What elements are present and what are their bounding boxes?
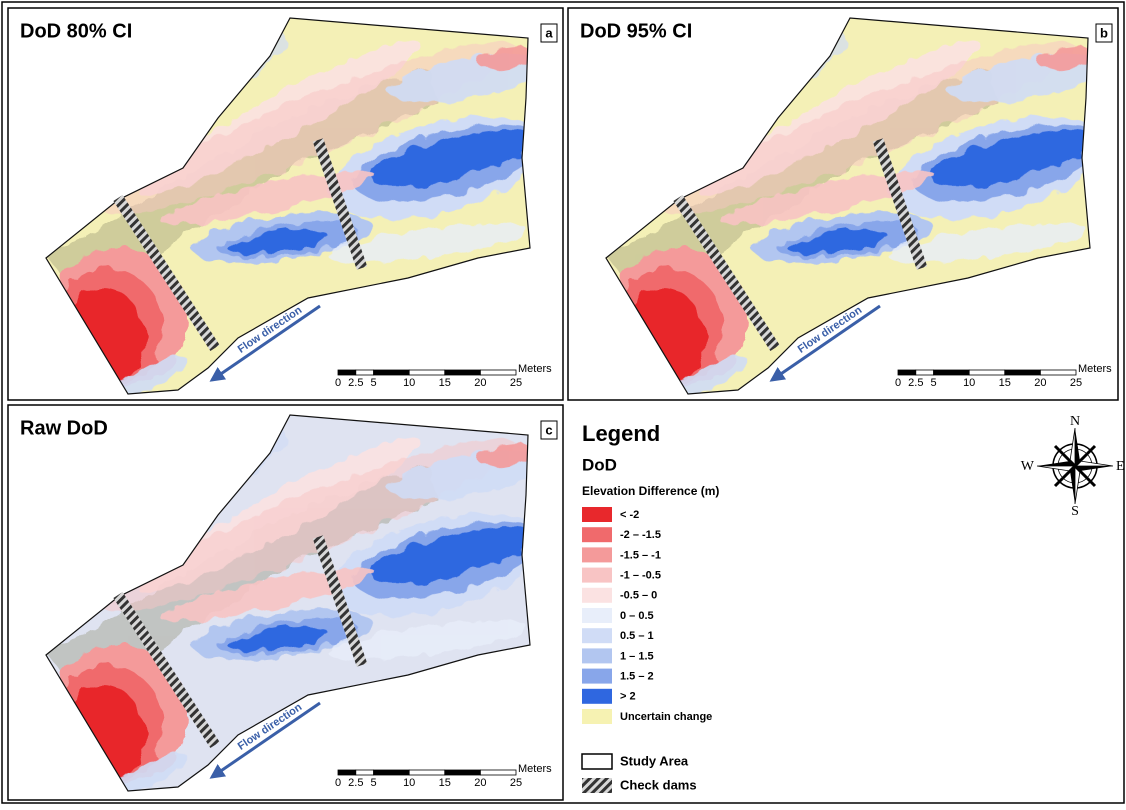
legend-swatch [582, 648, 612, 663]
legend-swatch [582, 669, 612, 684]
scale-tick-label: 20 [1034, 377, 1046, 389]
legend-label: Uncertain change [620, 711, 712, 723]
figure: Legend DoD Elevation Difference (m) < -2… [0, 0, 1126, 805]
legend-label: 0 – 0.5 [620, 610, 654, 622]
scale-segment [969, 370, 1005, 375]
legend-label: Study Area [620, 753, 689, 768]
scale-segment [445, 770, 481, 775]
scale-tick-label: 2.5 [348, 777, 363, 789]
legend-label: Check dams [620, 777, 697, 792]
legend-label: 1.5 – 2 [620, 671, 654, 683]
scale-tick-label: 0 [895, 377, 901, 389]
scale-unit: Meters [1078, 363, 1112, 375]
scale-tick-label: 25 [510, 777, 522, 789]
legend-swatch [582, 588, 612, 603]
legend-label: 1 – 1.5 [620, 650, 654, 662]
scale-tick-label: 2.5 [908, 377, 923, 389]
legend-swatch [582, 778, 612, 793]
legend-label: -1.5 – -1 [620, 549, 661, 561]
panel-title: DoD 95% CI [580, 20, 692, 42]
legend-label: -0.5 – 0 [620, 590, 657, 602]
scale-tick-label: 10 [403, 377, 415, 389]
scale-segment [445, 370, 481, 375]
legend-swatch [582, 507, 612, 522]
scale-segment [898, 370, 916, 375]
legend-label: < -2 [620, 509, 639, 521]
compass-north: N [1070, 414, 1080, 429]
legend-swatch [582, 608, 612, 623]
scale-segment [480, 770, 516, 775]
scale-segment [480, 370, 516, 375]
scale-segment [1005, 370, 1041, 375]
legend-heading: Elevation Difference (m) [582, 484, 719, 498]
scale-tick-label: 15 [999, 377, 1011, 389]
legend-label: > 2 [620, 691, 636, 703]
panel-letter: b [1100, 25, 1108, 40]
scale-unit: Meters [518, 363, 552, 375]
scale-tick-label: 15 [439, 777, 451, 789]
panel-letter: c [545, 422, 552, 437]
legend-label: -2 – -1.5 [620, 529, 661, 541]
scale-tick-label: 25 [1070, 377, 1082, 389]
legend-swatch [582, 754, 612, 769]
scale-tick-label: 2.5 [348, 377, 363, 389]
scale-segment [356, 770, 374, 775]
compass-east: E [1116, 459, 1125, 474]
scale-tick-label: 20 [474, 377, 486, 389]
panel-title: Raw DoD [20, 417, 108, 439]
scale-tick-label: 20 [474, 777, 486, 789]
scale-tick-label: 5 [931, 377, 937, 389]
legend-swatch [582, 527, 612, 542]
scale-segment [374, 770, 410, 775]
compass-west: W [1021, 459, 1035, 474]
legend-subtitle: DoD [582, 455, 617, 474]
scale-tick-label: 0 [335, 777, 341, 789]
scale-tick-label: 5 [371, 777, 377, 789]
legend-label: 0.5 – 1 [620, 630, 654, 642]
scale-segment [338, 770, 356, 775]
legend: Legend DoD Elevation Difference (m) < -2… [582, 421, 719, 793]
legend-swatch [582, 568, 612, 583]
panel-title: DoD 80% CI [20, 20, 132, 42]
legend-swatch [582, 689, 612, 704]
scale-segment [356, 370, 374, 375]
legend-title: Legend [582, 421, 660, 446]
legend-swatch [582, 628, 612, 643]
compass-south: S [1071, 504, 1079, 519]
scale-tick-label: 15 [439, 377, 451, 389]
scale-segment [374, 370, 410, 375]
scale-tick-label: 5 [371, 377, 377, 389]
legend-swatch [582, 547, 612, 562]
scale-segment [409, 370, 445, 375]
compass: N S E W [1021, 414, 1125, 519]
scale-tick-label: 10 [403, 777, 415, 789]
scale-tick-label: 25 [510, 377, 522, 389]
scale-tick-label: 0 [335, 377, 341, 389]
scale-unit: Meters [518, 763, 552, 775]
panel-letter: a [545, 25, 553, 40]
legend-label: -1 – -0.5 [620, 570, 661, 582]
scale-segment [1040, 370, 1076, 375]
scale-segment [916, 370, 934, 375]
scale-tick-label: 10 [963, 377, 975, 389]
legend-swatch [582, 709, 612, 724]
scale-segment [934, 370, 970, 375]
scale-segment [338, 370, 356, 375]
scale-segment [409, 770, 445, 775]
